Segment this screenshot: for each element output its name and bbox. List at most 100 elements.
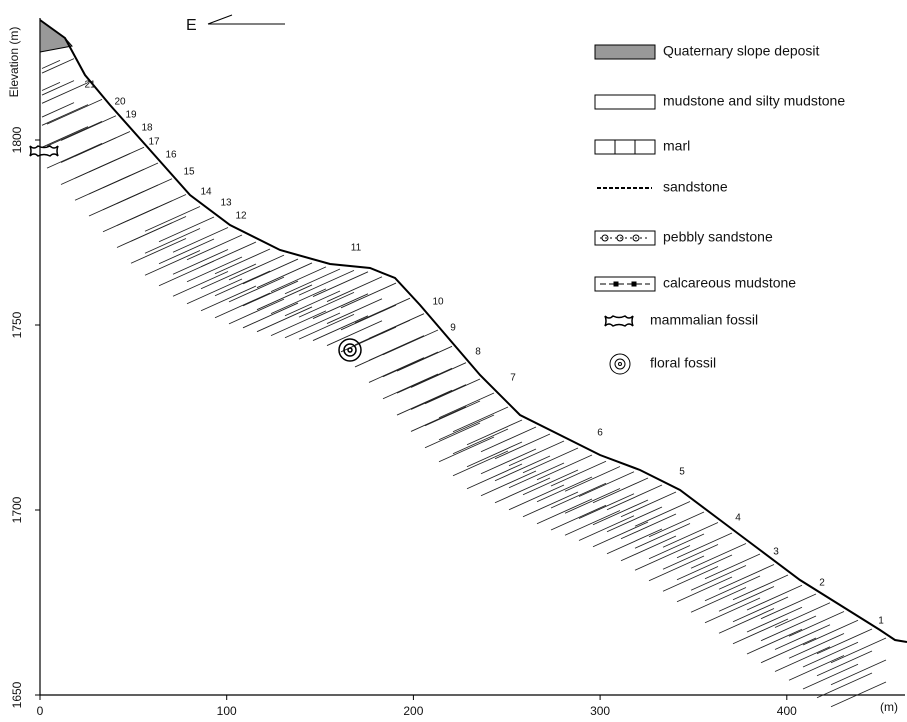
bed-hatching	[42, 38, 886, 706]
x-tick-label: 0	[37, 704, 44, 718]
x-tick-label: 100	[217, 704, 237, 718]
hatch-line	[369, 314, 424, 339]
bed-number: 6	[597, 428, 603, 439]
hatch-line	[243, 281, 298, 306]
bed-number: 3	[773, 547, 779, 558]
bed-number: 10	[432, 297, 444, 308]
hatch-line	[103, 163, 158, 188]
bed-number: 4	[735, 513, 741, 524]
hatch-line	[215, 293, 270, 318]
bed-number: 16	[165, 150, 177, 161]
legend-label: Quaternary slope deposit	[663, 43, 820, 59]
hatch-line	[243, 303, 298, 328]
bed-number: 11	[351, 243, 362, 254]
hatch-line	[565, 467, 620, 492]
hatch-line	[817, 673, 872, 698]
hatch-line	[747, 629, 802, 654]
hatch-line	[789, 612, 844, 637]
hatch-line	[397, 346, 452, 371]
hatch-line	[42, 60, 60, 68]
legend-label: floral fossil	[650, 355, 716, 371]
hatch-line	[42, 127, 88, 148]
hatch-line	[649, 512, 704, 537]
hatch-line	[761, 594, 816, 619]
hatch-line	[131, 195, 186, 220]
bed-number: 21	[84, 80, 96, 91]
hatch-line	[369, 358, 424, 383]
hatch-line	[621, 536, 676, 561]
hatch-line	[761, 616, 816, 641]
hatch-line	[649, 534, 704, 559]
hatch-line	[719, 587, 774, 612]
hatch-line	[425, 379, 480, 404]
hatch-line	[747, 607, 802, 632]
hatch-line	[649, 556, 704, 581]
hatch-line	[705, 554, 760, 579]
hatch-line	[439, 393, 494, 418]
hatch-line	[145, 229, 200, 254]
hatch-line	[733, 597, 788, 622]
y-tick-label: 1750	[10, 311, 24, 338]
hatch-line	[117, 179, 172, 204]
hatch-line	[397, 368, 452, 393]
hatch-line	[47, 99, 102, 124]
x-tick-label: 300	[590, 704, 610, 718]
hatch-line	[299, 270, 354, 295]
hatch-line	[383, 330, 438, 355]
bed-number: 13	[220, 198, 232, 209]
hatch-line	[705, 598, 760, 623]
quaternary-deposit	[40, 20, 72, 52]
hatch-line	[537, 499, 592, 524]
hatch-line	[747, 585, 802, 610]
hatch-line	[453, 451, 508, 476]
legend-label: pebbly sandstone	[663, 229, 773, 245]
hatch-line	[42, 103, 74, 117]
hatch-line	[411, 385, 466, 410]
hatch-line	[131, 217, 186, 242]
bed-number: 17	[148, 137, 160, 148]
hatch-line	[733, 575, 788, 600]
bed-number: 2	[819, 578, 825, 589]
hatch-line	[131, 239, 186, 264]
hatch-line	[719, 609, 774, 634]
hatch-line	[327, 321, 382, 346]
hatch-line	[257, 307, 312, 332]
hatch-line	[42, 83, 88, 104]
hatch-line	[677, 533, 732, 558]
hatch-line	[551, 505, 606, 530]
hatch-line	[383, 374, 438, 399]
hatch-line	[663, 567, 718, 592]
hatch-line	[61, 116, 116, 141]
hatch-line	[173, 228, 228, 253]
hatch-line	[705, 576, 760, 601]
bed-number: 12	[235, 211, 247, 222]
y-tick-label: 1800	[10, 126, 24, 153]
hatch-line	[42, 105, 88, 126]
hatch-line	[691, 566, 746, 591]
hatch-line	[145, 207, 200, 232]
hatch-line	[677, 577, 732, 602]
hatch-line	[327, 299, 382, 324]
hatch-line	[635, 546, 690, 571]
hatch-line	[299, 314, 354, 339]
hatch-line	[313, 316, 368, 341]
hatch-line	[635, 502, 690, 527]
hatch-line	[789, 656, 844, 681]
bed-number: 8	[475, 347, 481, 358]
hatch-line	[453, 407, 508, 432]
hatch-line	[691, 588, 746, 613]
bed-number: 14	[200, 187, 212, 198]
fossils	[30, 146, 361, 361]
x-tick-label: 200	[403, 704, 423, 718]
hatch-line	[89, 147, 144, 172]
hatch-line	[593, 478, 648, 503]
hatch-line	[397, 390, 452, 415]
direction-label: E	[186, 17, 197, 34]
bed-number: 19	[125, 110, 137, 121]
hatch-line	[299, 292, 354, 317]
hatch-line	[831, 682, 886, 707]
hatch-line	[313, 272, 368, 297]
y-axis-label: Elevation (m)	[7, 27, 21, 98]
hatch-line	[663, 523, 718, 548]
